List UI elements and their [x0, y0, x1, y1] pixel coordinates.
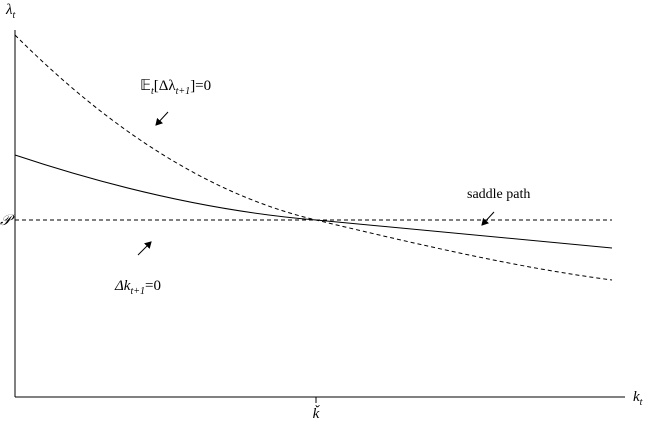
label-sub: t	[640, 397, 643, 408]
label-main: 𝔼	[140, 78, 151, 94]
capital-label: Δkt+1=0	[114, 278, 161, 297]
label-sub: t+1	[130, 286, 145, 297]
label-main: k	[633, 389, 640, 405]
label-sub: t	[13, 10, 16, 21]
label-main: [Δλ	[154, 78, 177, 94]
label-end: ]=0	[190, 78, 211, 94]
label-end: =0	[145, 278, 161, 294]
label-main: Δk	[114, 278, 131, 294]
expectation-label: 𝔼t[Δλt+1]=0	[140, 78, 211, 97]
y-marker: 𝒫	[0, 213, 15, 229]
x-axis-label: kt	[633, 389, 643, 408]
label-sub: t+1	[176, 86, 191, 97]
arrow	[137, 241, 152, 256]
x-marker: ǩ	[313, 405, 321, 422]
arrow	[155, 111, 169, 126]
arrow	[481, 211, 495, 226]
y-axis-label: λt	[5, 2, 16, 21]
saddle-path	[14, 34, 613, 281]
label-main: λ	[5, 2, 13, 18]
label-sub: t	[151, 86, 154, 97]
saddle-label: saddle path	[467, 187, 530, 202]
